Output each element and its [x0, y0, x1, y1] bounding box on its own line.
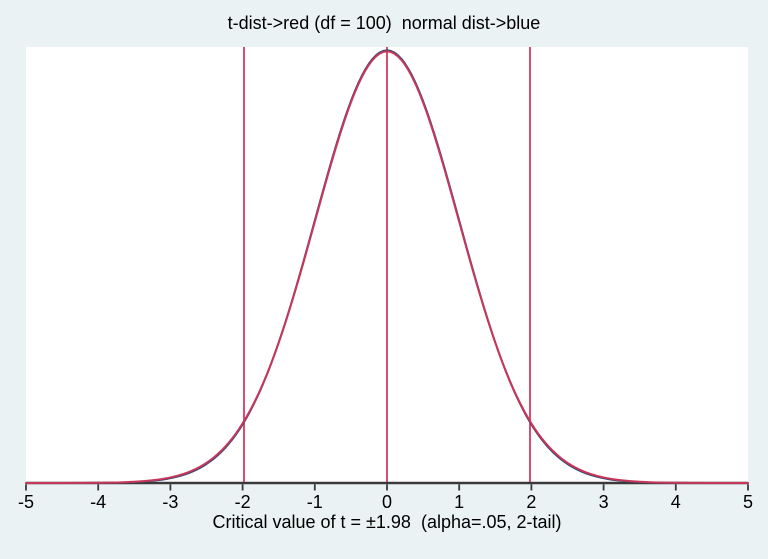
critical-value-lines — [243, 47, 531, 483]
t-dist-curve — [25, 50, 749, 484]
x-axis-label: Critical value of t = ±1.98 (alpha=.05, … — [212, 512, 562, 532]
x-axis-ticks — [25, 484, 749, 491]
chart-title: t-dist->red (df = 100) normal dist->blue — [227, 13, 541, 33]
distribution-curves — [25, 49, 749, 484]
